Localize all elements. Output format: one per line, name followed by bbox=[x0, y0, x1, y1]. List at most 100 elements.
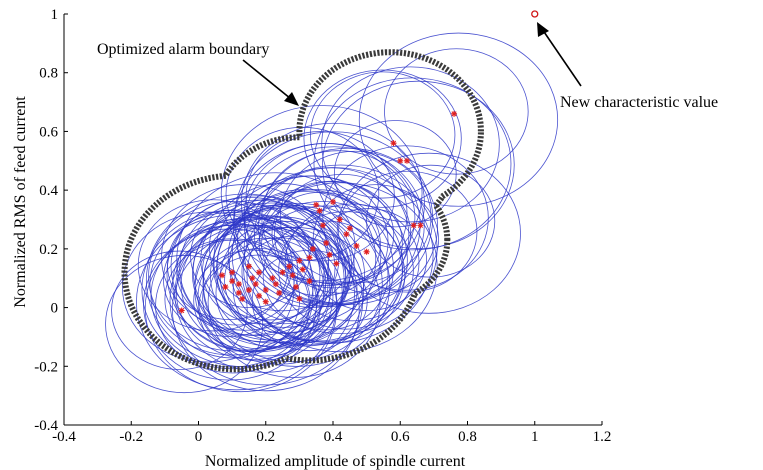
training-point bbox=[306, 254, 313, 261]
svdd-circle bbox=[179, 199, 336, 337]
svdd-circle bbox=[202, 248, 318, 350]
x-tick-label: 0.8 bbox=[458, 429, 477, 445]
alarm-boundary-segment bbox=[413, 238, 451, 297]
svdd-circle bbox=[174, 215, 355, 373]
y-tick-label: 0.4 bbox=[39, 183, 58, 199]
training-point bbox=[235, 289, 242, 296]
svdd-circle bbox=[333, 120, 457, 228]
svdd-circle bbox=[176, 172, 377, 347]
svdd-circle bbox=[216, 205, 353, 325]
svdd-circle bbox=[220, 105, 423, 282]
training-points-layer bbox=[178, 110, 458, 314]
training-point bbox=[296, 257, 303, 264]
svdd-circle bbox=[312, 184, 439, 295]
training-point bbox=[363, 248, 370, 255]
training-point bbox=[299, 266, 306, 273]
training-point bbox=[276, 289, 283, 296]
training-point bbox=[451, 110, 458, 117]
svdd-circle bbox=[313, 77, 512, 251]
training-point bbox=[269, 275, 276, 282]
x-ticks: -0.4 -0.2 0 0.2 0.4 0.6 0.8 1 1.2 bbox=[52, 421, 611, 445]
svdd-circle bbox=[338, 170, 478, 293]
svdd-circles-layer bbox=[105, 32, 559, 394]
svdd-circle bbox=[278, 211, 414, 330]
training-point bbox=[229, 278, 236, 285]
training-point bbox=[306, 278, 313, 285]
alarm-boundary-segment bbox=[433, 204, 451, 240]
alarm-boundary-segment bbox=[296, 49, 484, 138]
training-point bbox=[397, 157, 404, 164]
svdd-circle bbox=[303, 69, 462, 208]
y-tick-label: -0.4 bbox=[34, 418, 58, 434]
y-tick-label: -0.2 bbox=[34, 359, 58, 375]
training-point bbox=[309, 245, 316, 252]
training-point bbox=[219, 272, 226, 279]
training-point bbox=[262, 298, 269, 305]
x-tick-label: -0.4 bbox=[52, 429, 76, 445]
boundary-annotation-label: Optimized alarm boundary bbox=[97, 41, 269, 58]
alarm-boundary-segment bbox=[222, 134, 300, 178]
training-point bbox=[403, 157, 410, 164]
x-tick-label: 0.6 bbox=[391, 429, 410, 445]
x-axis-label: Normalized amplitude of spindle current bbox=[205, 453, 466, 470]
new-value-annotation-arrowhead bbox=[537, 22, 549, 37]
y-tick-label: 0.6 bbox=[39, 124, 58, 140]
training-point bbox=[279, 269, 286, 276]
svdd-circle bbox=[240, 122, 425, 284]
svdd-circle bbox=[231, 167, 434, 344]
training-point bbox=[417, 222, 424, 229]
svdd-circle bbox=[245, 131, 395, 262]
svdd-circle bbox=[224, 226, 347, 334]
svdd-circle bbox=[234, 131, 434, 306]
training-point bbox=[239, 295, 246, 302]
y-tick-label: 0 bbox=[51, 301, 59, 317]
training-point bbox=[333, 260, 340, 267]
new-characteristic-point bbox=[531, 10, 539, 18]
training-point bbox=[222, 284, 229, 291]
x-tick-label: 1.2 bbox=[593, 429, 612, 445]
training-point bbox=[296, 295, 303, 302]
training-point bbox=[286, 263, 293, 270]
x-tick-label: 1 bbox=[531, 429, 539, 445]
svdd-circle bbox=[321, 80, 515, 250]
svdd-circle bbox=[261, 191, 381, 297]
x-tick-label: 0.4 bbox=[324, 429, 343, 445]
svdd-circle bbox=[284, 203, 420, 322]
training-point bbox=[289, 272, 296, 279]
svdd-circle bbox=[236, 175, 389, 308]
training-point bbox=[323, 239, 330, 246]
y-tick-label: 0.8 bbox=[39, 66, 58, 82]
svdd-circle bbox=[229, 189, 404, 342]
training-point bbox=[410, 222, 417, 229]
x-tick-label: -0.2 bbox=[119, 429, 143, 445]
training-point bbox=[346, 225, 353, 232]
training-point bbox=[319, 222, 326, 229]
training-point bbox=[245, 263, 252, 270]
training-point bbox=[336, 216, 343, 223]
x-tick-label: 0.2 bbox=[256, 429, 275, 445]
y-axis-label: Normalized RMS of feed current bbox=[12, 96, 29, 308]
svdd-circle bbox=[111, 250, 248, 370]
training-point bbox=[343, 231, 350, 238]
alarm-boundary-segment bbox=[121, 172, 287, 373]
svdd-circle bbox=[358, 32, 559, 207]
training-point bbox=[326, 251, 333, 258]
training-point bbox=[256, 292, 263, 299]
training-point bbox=[229, 269, 236, 276]
svdd-circle bbox=[310, 71, 456, 199]
svdd-circle bbox=[384, 48, 529, 175]
new-value-annotation-label: New characteristic value bbox=[560, 94, 718, 111]
y-ticks: -0.4 -0.2 0 0.2 0.4 0.6 0.8 1 bbox=[34, 7, 68, 434]
svdd-circle bbox=[322, 145, 489, 291]
svdd-circle bbox=[258, 147, 439, 306]
svdd-circle bbox=[243, 164, 438, 334]
alarm-boundary-layer bbox=[121, 49, 484, 373]
boundary-annotation-arrow-shaft bbox=[242, 59, 297, 104]
svdd-circle bbox=[212, 203, 355, 328]
boundary-annotation-arrowhead bbox=[284, 92, 299, 106]
svdd-circle bbox=[336, 152, 521, 314]
y-tick-label: 1 bbox=[51, 7, 59, 23]
new-value-annotation-arrow-shaft bbox=[539, 25, 582, 87]
svdd-circle bbox=[171, 227, 360, 392]
